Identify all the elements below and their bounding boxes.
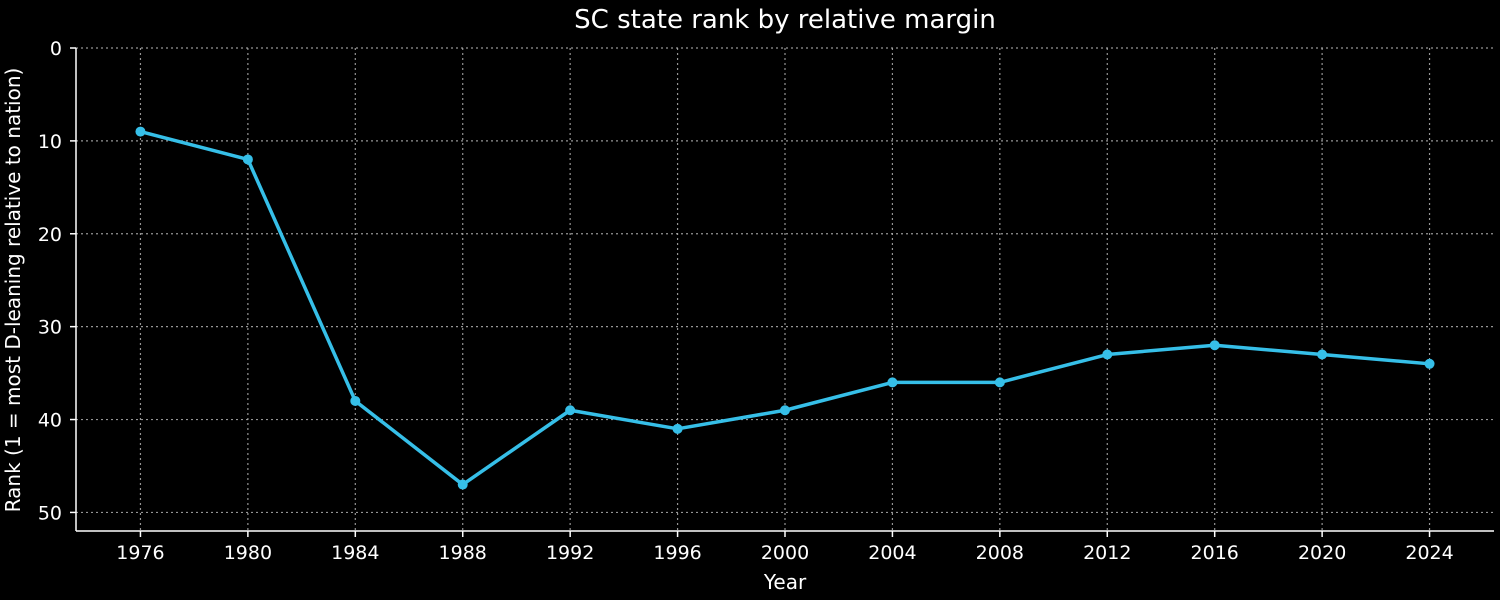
ticks: 0 10 20 30 40 50 1976 1980 1984 1988 1992 1996 2000 2… bbox=[38, 38, 1454, 564]
data-point bbox=[1209, 340, 1220, 351]
data-point bbox=[457, 479, 468, 490]
data-point bbox=[135, 126, 146, 137]
x-tick-label: 2000 bbox=[761, 542, 809, 564]
x-tick-label: 2008 bbox=[976, 542, 1024, 564]
data-point bbox=[1317, 349, 1328, 360]
data-point bbox=[1102, 349, 1113, 360]
x-tick-label: 1980 bbox=[224, 542, 272, 564]
x-tick-label: 2024 bbox=[1405, 542, 1453, 564]
x-tick-label: 2016 bbox=[1191, 542, 1239, 564]
x-tick-label: 1976 bbox=[116, 542, 164, 564]
y-tick-label: 0 bbox=[50, 38, 62, 60]
x-axis-label: Year bbox=[763, 570, 807, 594]
x-tick-label: 1988 bbox=[439, 542, 487, 564]
x-tick-label: 1996 bbox=[653, 542, 701, 564]
series bbox=[135, 126, 1435, 490]
y-axis-label: Rank (1 = most D-leaning relative to nat… bbox=[1, 68, 25, 513]
data-point bbox=[887, 377, 898, 388]
grid bbox=[76, 47, 1494, 531]
data-point bbox=[242, 154, 253, 165]
x-tick-label: 1992 bbox=[546, 542, 594, 564]
x-tick-label: 2004 bbox=[868, 542, 916, 564]
x-tick-label: 1984 bbox=[331, 542, 379, 564]
x-tick-label: 2020 bbox=[1298, 542, 1346, 564]
data-point bbox=[994, 377, 1005, 388]
data-point bbox=[672, 423, 683, 434]
y-tick-label: 20 bbox=[38, 224, 62, 246]
y-tick-label: 30 bbox=[38, 317, 62, 339]
data-point bbox=[1424, 358, 1435, 369]
data-point bbox=[565, 405, 576, 416]
data-point bbox=[780, 405, 790, 416]
y-tick-label: 40 bbox=[38, 410, 62, 432]
y-tick-label: 50 bbox=[38, 502, 62, 524]
y-tick-label: 10 bbox=[38, 131, 62, 153]
data-point bbox=[350, 395, 361, 406]
chart-title: SC state rank by relative margin bbox=[574, 5, 996, 35]
x-tick-label: 2012 bbox=[1083, 542, 1131, 564]
